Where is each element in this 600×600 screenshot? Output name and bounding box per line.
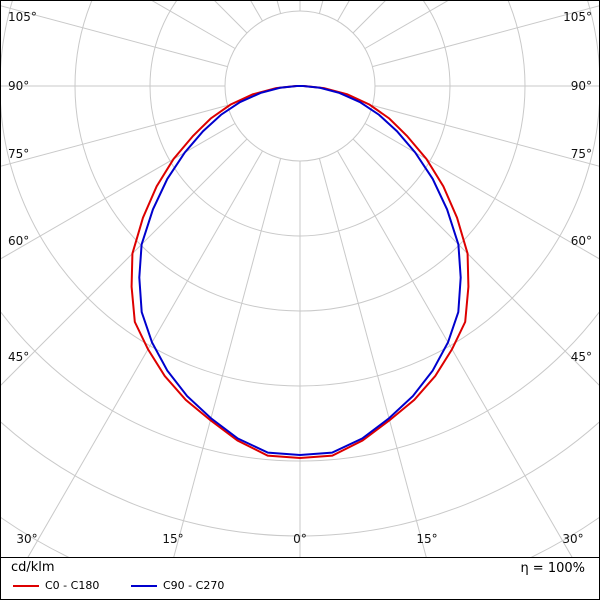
grid-radial-line (337, 150, 573, 557)
curve-c0-c180 (130, 85, 470, 460)
grid-radial-line (1, 123, 236, 260)
polar-chart-area: 105° 90° 75° 60° 45° 105° 90° 75° 60° 45° 30° 15° 0°… (1, 1, 599, 558)
grid-radial-line (372, 104, 599, 167)
grid-radial-line (352, 1, 386, 34)
grid-radial-line (337, 1, 350, 22)
efficiency-label: η = 100% (520, 561, 585, 576)
grid-radial-line (1, 104, 228, 167)
legend-bar: cd/klm η = 100% C0 - C180 C90 - C270 (1, 558, 599, 599)
legend-item-c0-c180: C0 - C180 (13, 579, 99, 592)
grid-radial-line (173, 158, 282, 557)
grid-radial-line (250, 1, 263, 22)
legend-label-c0-c180: C0 - C180 (45, 579, 100, 592)
units-label: cd/klm (11, 560, 55, 575)
c0-c180-line-swatch (13, 584, 39, 587)
grid-radial-line (151, 1, 236, 49)
legend-item-c90-c270: C90 - C270 (131, 579, 224, 592)
grid-radial-line (372, 5, 599, 68)
grid-radial-line (27, 150, 263, 557)
grid-radial-line (318, 158, 427, 557)
grid-radial-line (364, 123, 599, 260)
grid-radial-line (214, 1, 248, 34)
polar-plot-canvas (1, 1, 599, 557)
curve-c90-c270 (138, 85, 462, 457)
c90-c270-line-swatch (131, 584, 157, 587)
grid-radial-line (364, 1, 449, 49)
legend-label-c90-c270: C90 - C270 (163, 579, 225, 592)
grid-radial-line (1, 138, 248, 386)
grid-radial-line (1, 5, 228, 68)
grid-radial-line (352, 138, 599, 386)
